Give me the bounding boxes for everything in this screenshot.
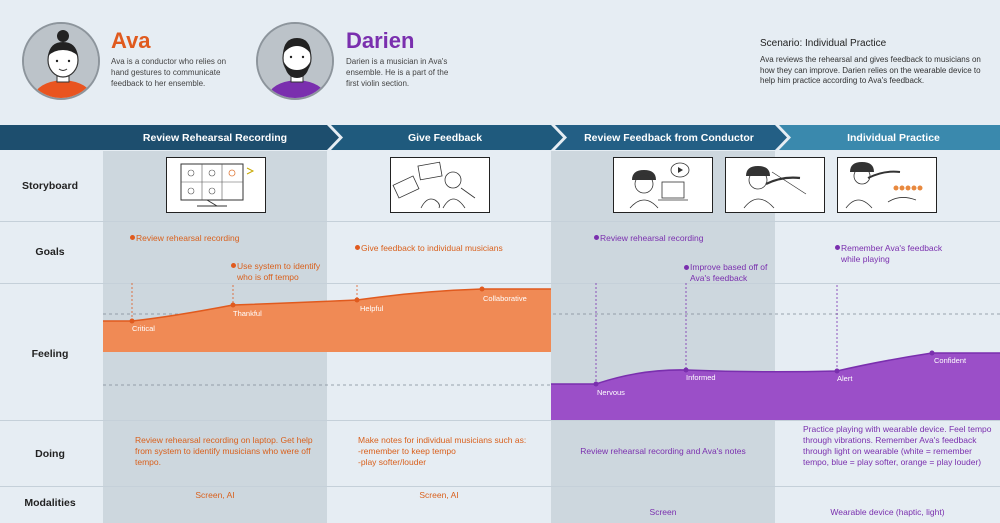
goal-item: Give feedback to individual musicians — [361, 243, 503, 253]
row-divider — [0, 486, 1000, 487]
storyboard-frame-2 — [390, 157, 490, 213]
goal-dot — [355, 245, 360, 250]
row-divider — [0, 420, 1000, 421]
violin-sketch-icon — [743, 166, 807, 209]
goal-dot — [130, 235, 135, 240]
ava-feeling-area — [103, 289, 551, 352]
review-sketch-icon — [629, 162, 690, 209]
phase-review-feedback: Review Feedback from Conductor — [584, 131, 754, 144]
darien-feeling-point — [929, 350, 935, 356]
row-label-doing: Doing — [35, 448, 65, 460]
row-divider — [0, 221, 1000, 222]
row-label-modalities: Modalities — [24, 497, 76, 509]
ava-feeling-label: Collaborative — [483, 294, 527, 303]
modality-cell-1: Screen, AI — [195, 490, 235, 500]
scenario-description: Ava reviews the rehearsal and gives feed… — [760, 55, 981, 85]
ava-feeling-point — [354, 297, 360, 303]
darien-feeling-point — [593, 381, 599, 387]
phase-review-rehearsal: Review Rehearsal Recording — [142, 131, 288, 144]
storyboard-frame-5 — [837, 157, 937, 213]
goal-item: Remember Ava's feedback while playing — [841, 243, 943, 264]
darien-feeling-point — [834, 368, 840, 374]
ava-feeling-line — [103, 288, 551, 322]
darien-feeling-area — [551, 353, 1000, 420]
goal-item: Use system to identify who is off tempo — [237, 261, 321, 282]
ava-feeling-label: Helpful — [360, 304, 384, 313]
row-divider — [0, 283, 1000, 284]
darien-feeling-label: Alert — [837, 374, 853, 383]
row-label-storyboard: Storyboard — [21, 180, 78, 192]
ava-feeling-point — [129, 318, 135, 324]
doing-cell-4: Practice playing with wearable device. F… — [803, 424, 992, 467]
row-label-goals: Goals — [35, 246, 65, 258]
modality-cell-2: Screen, AI — [419, 490, 459, 500]
phase-arrows — [0, 125, 1000, 150]
darien-feeling-label: Informed — [686, 373, 716, 382]
doing-cell-2: Make notes for individual musicians such… — [358, 435, 527, 467]
feeling-chart: Critical Thankful Helpful Collaborative … — [103, 283, 1000, 420]
ava-feeling-point — [230, 302, 236, 308]
ava-feeling-point — [479, 286, 485, 292]
goal-dot — [231, 263, 236, 268]
ava-avatar — [22, 22, 100, 100]
darien-feeling-line — [551, 352, 1000, 385]
ava-feeling-label: Thankful — [233, 309, 262, 318]
scenario-title: Scenario: Individual Practice — [760, 38, 887, 49]
phase-individual-practice: Individual Practice — [847, 131, 940, 144]
goal-dot — [684, 265, 689, 270]
darien-description: Darien is a musician in Ava's ensemble. … — [346, 57, 449, 88]
goal-item: Review rehearsal recording — [136, 233, 240, 243]
column-shade-3 — [551, 151, 775, 523]
feedback-sketch-icon — [392, 161, 476, 209]
phase-give-feedback: Give Feedback — [407, 131, 483, 144]
storyboard-frame-1 — [166, 157, 266, 213]
ava-feeling-label: Critical — [132, 324, 155, 333]
darien-feeling-label: Nervous — [597, 388, 625, 397]
goal-item: Improve based off of Ava's feedback — [690, 262, 768, 283]
darien-feeling-label: Confident — [934, 356, 967, 365]
goal-item: Review rehearsal recording — [600, 233, 704, 243]
modality-cell-4: Wearable device (haptic, light) — [830, 507, 945, 517]
ava-name: Ava — [111, 28, 151, 53]
darien-feeling-point — [683, 367, 689, 373]
modality-cell-3: Screen — [649, 507, 677, 517]
goal-dot — [594, 235, 599, 240]
ava-description: Ava is a conductor who relies on hand ge… — [111, 57, 227, 88]
row-label-feeling: Feeling — [31, 348, 69, 360]
storyboard-frame-3 — [613, 157, 713, 213]
doing-cell-1: Review rehearsal recording on laptop. Ge… — [135, 435, 313, 467]
wearable-sketch-icon — [845, 162, 923, 209]
goal-dot — [835, 245, 840, 250]
darien-avatar — [256, 22, 334, 100]
phase-bar: Review Rehearsal Recording Give Feedback… — [0, 125, 1000, 150]
storyboard-frame-4 — [725, 157, 825, 213]
darien-name: Darien — [346, 28, 415, 53]
doing-cell-3: Review rehearsal recording and Ava's not… — [580, 446, 746, 456]
laptop-sketch-icon — [180, 163, 255, 207]
